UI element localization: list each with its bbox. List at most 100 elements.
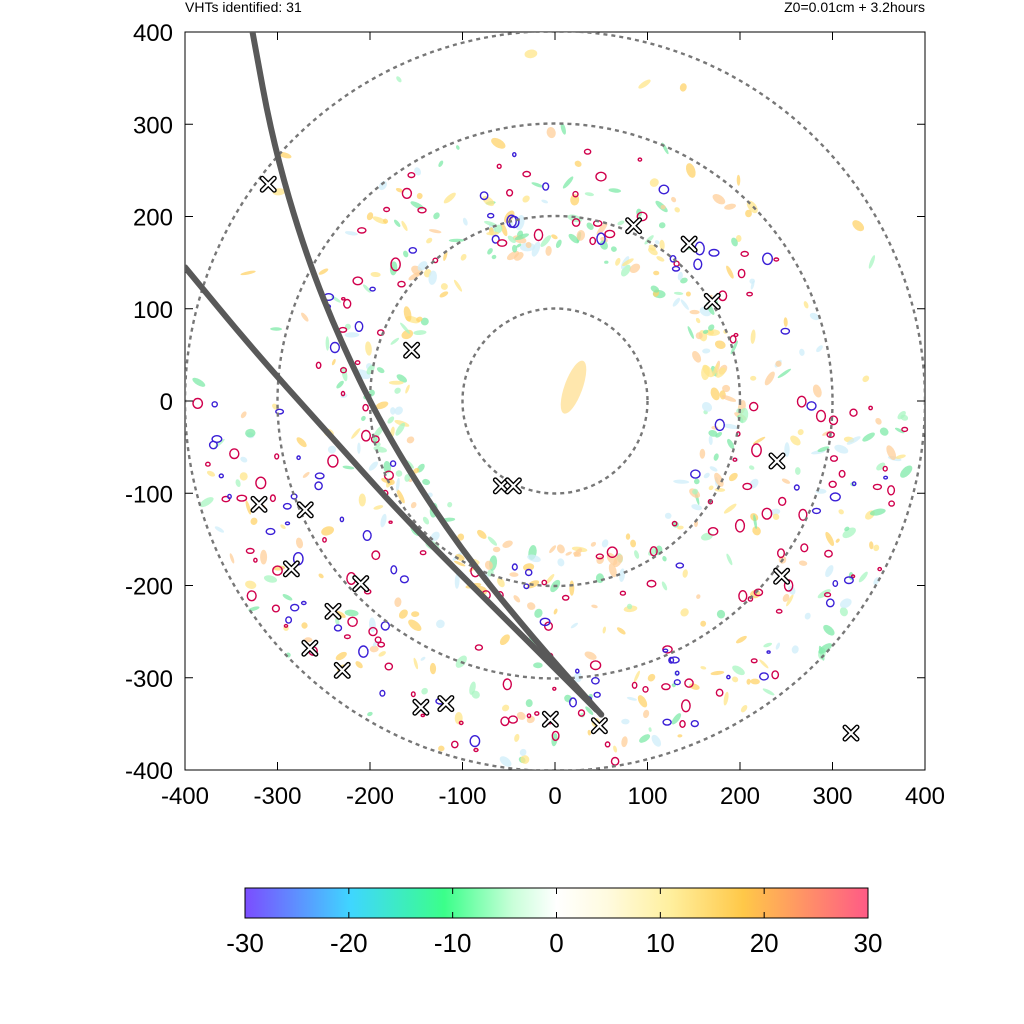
field-blob (250, 517, 258, 525)
vorticity-contour (671, 520, 678, 527)
field-blob (428, 270, 437, 285)
field-blob (358, 493, 366, 507)
field-blob (691, 504, 703, 511)
field-blob (406, 436, 415, 444)
field-blob (361, 415, 366, 421)
field-blob (497, 577, 505, 588)
field-blob (516, 243, 522, 248)
field-blob (590, 541, 597, 547)
vorticity-contour (826, 431, 835, 439)
field-blob (701, 365, 710, 381)
vorticity-contour (383, 206, 391, 213)
vorticity-contour (474, 644, 484, 651)
field-blob (723, 691, 729, 706)
field-blob (439, 291, 449, 298)
field-blob (447, 502, 453, 508)
field-blob (394, 406, 403, 415)
field-blob (728, 472, 738, 482)
field-blob (335, 651, 347, 661)
field-blob (514, 233, 529, 241)
vorticity-contour (577, 709, 586, 717)
vorticity-contour (522, 170, 532, 178)
y-tick-label: 0 (160, 389, 173, 416)
y-tick-label: -300 (125, 666, 173, 693)
vht-marker (842, 724, 860, 742)
field-blob (410, 501, 417, 509)
vorticity-contour (715, 688, 724, 697)
field-blob (735, 635, 747, 644)
vorticity-contour (604, 741, 611, 748)
field-blob (240, 411, 247, 419)
vorticity-contour (828, 480, 837, 488)
vorticity-contour (340, 367, 348, 374)
field-blob (703, 472, 710, 479)
field-blob (369, 645, 379, 653)
field-blob (604, 260, 609, 264)
colorbar-tick-label: 10 (646, 928, 675, 958)
vht-marker-core (494, 478, 509, 493)
vorticity-contour (746, 291, 753, 297)
field-blob (280, 524, 286, 529)
vorticity-contour (347, 616, 358, 627)
field-blob (396, 477, 400, 492)
vorticity-contour (211, 401, 218, 408)
vorticity-contour (227, 493, 232, 500)
field-blob (786, 594, 794, 607)
vorticity-contour (681, 699, 691, 713)
field-blob (438, 160, 444, 168)
field-blob (714, 472, 724, 487)
field-blob (680, 299, 689, 310)
x-tick-label: 0 (548, 783, 561, 810)
vorticity-contour (738, 590, 748, 603)
field-blob (599, 240, 608, 250)
field-blob (416, 192, 423, 200)
field-blob (671, 713, 682, 725)
field-blob (812, 384, 822, 398)
field-blob (630, 539, 637, 548)
vorticity-contour (340, 296, 346, 301)
field-blob (522, 195, 530, 203)
vorticity-contour (726, 674, 731, 680)
vorticity-contour (296, 455, 301, 461)
vht-marker-core (353, 576, 368, 591)
field-blob (791, 645, 799, 654)
field-blob (440, 283, 448, 290)
field-blob (825, 565, 834, 578)
vht-marker (504, 477, 522, 495)
field-blob (502, 704, 510, 712)
vht-marker-core (543, 712, 558, 727)
vorticity-contour (265, 527, 276, 536)
field-blob (712, 193, 726, 205)
vorticity-contour (329, 341, 341, 354)
vorticity-contour (218, 473, 225, 479)
vorticity-contour (777, 548, 786, 559)
vorticity-contour (762, 252, 774, 266)
vorticity-contour (778, 496, 787, 507)
vorticity-contour (759, 672, 770, 681)
field-blob (610, 246, 617, 252)
vorticity-contour (595, 171, 607, 182)
vorticity-contour (469, 734, 481, 748)
field-blob (331, 358, 336, 366)
field-blob (401, 329, 414, 340)
colorbar-tick-label: -10 (434, 928, 472, 958)
field-blob (484, 560, 493, 570)
field-blob (679, 83, 687, 92)
field-blob (357, 442, 361, 454)
field-blob (380, 513, 387, 528)
vorticity-contour (675, 562, 685, 569)
vorticity-contour (356, 227, 367, 234)
field-blob (484, 220, 497, 227)
field-blob (586, 222, 594, 230)
vorticity-contour (679, 720, 686, 729)
vht-marker-core (284, 561, 299, 576)
field-blob (551, 234, 558, 240)
vorticity-contour (569, 697, 578, 708)
field-blob (395, 470, 403, 477)
vorticity-contour (390, 257, 401, 272)
field-blob (794, 467, 801, 475)
vorticity-contour (512, 152, 517, 158)
field-blob (712, 362, 719, 377)
field-blob (396, 374, 407, 383)
vorticity-contour (883, 475, 889, 480)
